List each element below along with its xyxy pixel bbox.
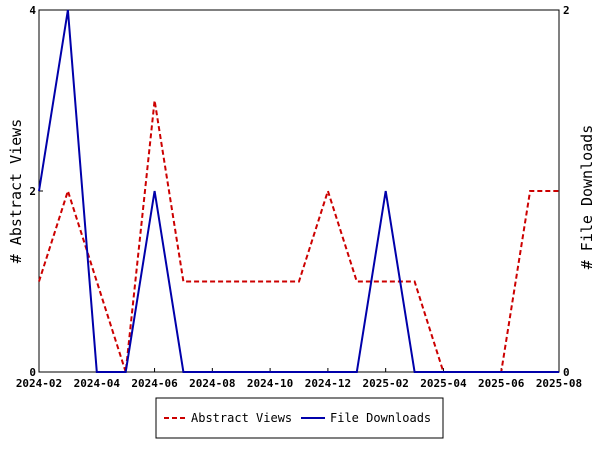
y-left-tick-label: 0 <box>29 366 36 379</box>
x-tick-label: 2025-08 <box>536 377 582 390</box>
legend: Abstract Views File Downloads <box>155 397 444 439</box>
y-left-tick-label: 4 <box>29 4 36 17</box>
x-tick-label: 2024-12 <box>305 377 351 390</box>
y-right-tick-label: 0 <box>563 366 570 379</box>
series-layer <box>38 9 559 373</box>
y-axis-left: 0 2 4 <box>29 4 43 379</box>
x-tick-label: 2024-08 <box>189 377 235 390</box>
y-right-tick-label: 2 <box>563 4 570 17</box>
y-axis-right-title: # File Downloads <box>578 125 596 270</box>
series-line-abstract-views <box>38 100 559 373</box>
x-tick-label: 2024-04 <box>74 377 121 390</box>
x-axis: 2024-02 2024-04 2024-06 2024-08 2024-10 2024-… <box>16 368 582 390</box>
y-left-tick-label: 2 <box>29 185 36 198</box>
legend-box <box>155 397 444 439</box>
x-tick-label: 2025-06 <box>478 377 525 390</box>
x-tick-label: 2024-10 <box>247 377 293 390</box>
legend-label-abstract-views: Abstract Views <box>191 411 292 425</box>
x-tick-label: 2025-04 <box>420 377 467 390</box>
plot-area <box>38 9 560 373</box>
x-tick-label: 2024-06 <box>131 377 178 390</box>
x-tick-label: 2024-02 <box>16 377 62 390</box>
y-axis-left-title: # Abstract Views <box>7 119 25 264</box>
series-line-file-downloads <box>38 9 559 373</box>
x-tick-label: 2025-02 <box>362 377 408 390</box>
legend-label-file-downloads: File Downloads <box>330 411 431 425</box>
plot-frame <box>38 9 560 373</box>
